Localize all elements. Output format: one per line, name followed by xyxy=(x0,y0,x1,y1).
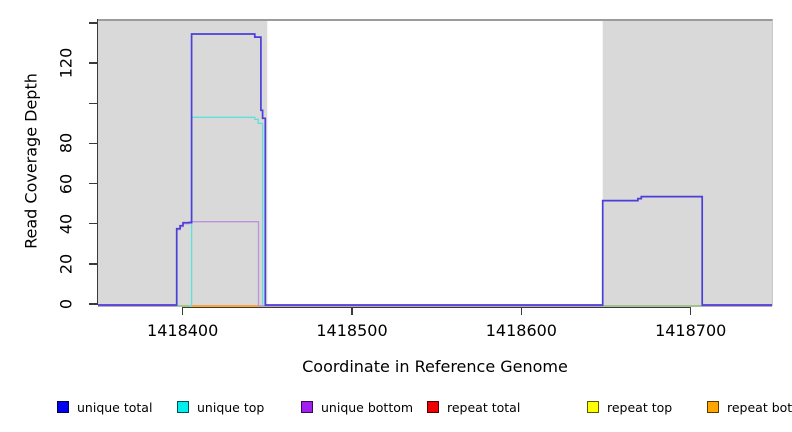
x-axis-title: Coordinate in Reference Genome xyxy=(302,357,568,376)
legend-label: repeat total xyxy=(447,399,521,415)
legend-swatch-unique-top xyxy=(177,401,189,413)
legend-item-unique-top: unique top xyxy=(177,398,264,416)
x-tick-label: 1418600 xyxy=(485,321,557,340)
x-tick xyxy=(181,307,184,315)
y-tick xyxy=(88,142,97,145)
series-line-unique-total xyxy=(98,33,772,306)
legend-item-unique-total: unique total xyxy=(57,398,152,416)
legend-label: unique total xyxy=(77,399,153,415)
legend-label: repeat top xyxy=(607,399,673,415)
legend: unique total unique top unique bottom repea… xyxy=(0,398,792,418)
y-axis-line xyxy=(96,19,99,305)
x-tick-label: 1418700 xyxy=(655,321,727,340)
legend-label: unique top xyxy=(197,399,265,415)
legend-item-repeat-bottom: repeat bottom xyxy=(707,398,792,416)
y-tick xyxy=(88,222,97,225)
y-tick-label: 20 xyxy=(56,253,76,275)
y-tick xyxy=(88,62,97,64)
y-tick xyxy=(88,182,97,185)
legend-item-repeat-top: repeat top xyxy=(587,398,672,416)
coverage-plot-canvas xyxy=(98,21,772,307)
legend-label: unique bottom xyxy=(321,399,414,415)
x-tick-label: 1418400 xyxy=(147,321,219,340)
y-tick xyxy=(88,263,97,265)
y-tick-label: 60 xyxy=(56,173,76,194)
legend-swatch-unique-total xyxy=(57,401,69,413)
legend-swatch-repeat-bottom xyxy=(707,401,719,413)
legend-label: repeat bottom xyxy=(727,399,792,415)
shaded-region xyxy=(602,21,772,306)
legend-swatch-repeat-total xyxy=(427,401,439,413)
x-tick-label: 1418500 xyxy=(316,321,388,340)
x-tick xyxy=(351,307,353,315)
shaded-region xyxy=(98,21,268,306)
y-tick-label: 80 xyxy=(56,133,76,154)
x-axis-line xyxy=(181,306,692,309)
legend-item-unique-bottom: unique bottom xyxy=(301,398,413,416)
x-tick xyxy=(689,307,692,315)
legend-item-repeat-total: repeat total xyxy=(427,398,520,416)
y-tick-label: 120 xyxy=(56,47,76,79)
y-tick xyxy=(88,102,97,105)
plot-area xyxy=(98,19,773,307)
y-tick xyxy=(88,22,97,24)
y-tick-label: 0 xyxy=(56,298,76,310)
y-tick xyxy=(88,303,97,305)
x-tick xyxy=(520,307,523,315)
y-tick-label: 40 xyxy=(56,213,76,234)
legend-swatch-unique-bottom xyxy=(301,401,313,413)
legend-swatch-repeat-top xyxy=(587,401,599,413)
y-axis-title: Read Coverage Depth xyxy=(21,73,41,249)
